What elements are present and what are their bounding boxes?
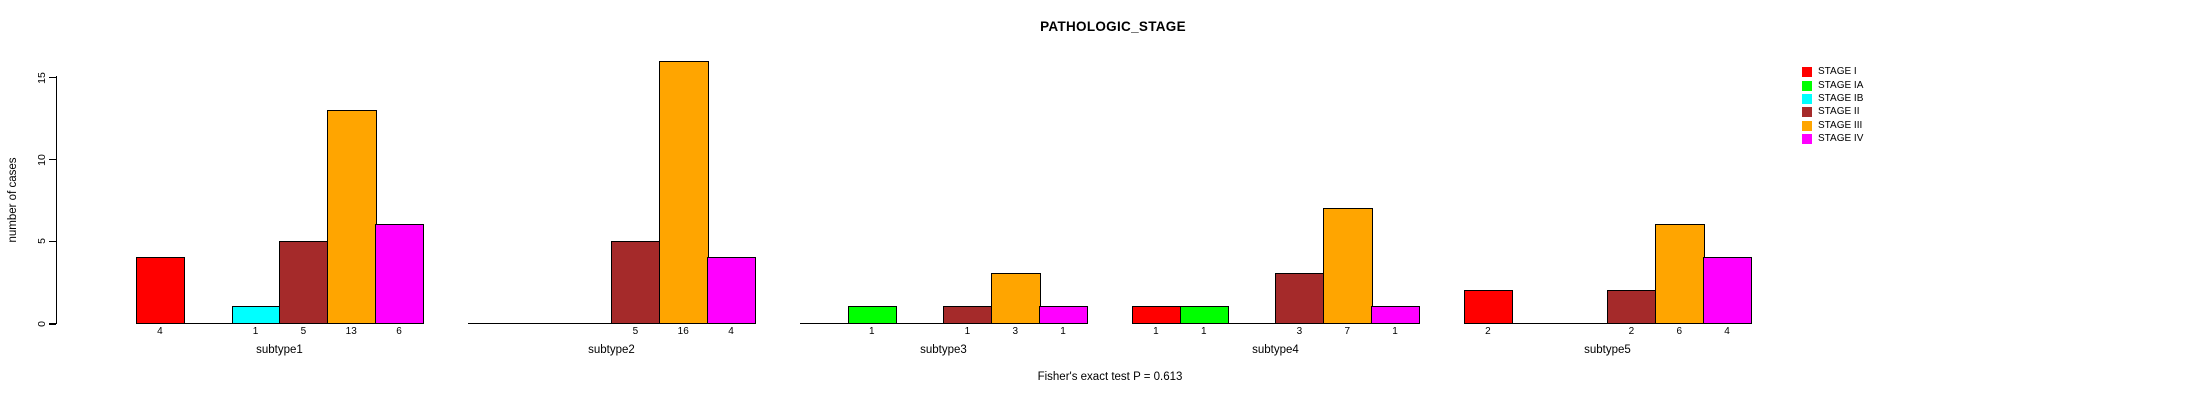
bar-value-label: 4 [728,325,734,337]
bar-subtype4-stage-iii [1323,208,1373,324]
bar-subtype1-stage-ii [279,241,329,324]
fisher-test-caption: Fisher's exact test P = 0.613 [1037,371,1183,383]
legend-swatch [1802,67,1812,78]
bar-subtype4-stage-iv [1371,306,1421,324]
y-axis-tick [48,323,56,325]
y-axis-tick-label: 10 [36,153,48,166]
bar-subtype5-stage-iv [1703,257,1753,324]
legend-swatch [1802,120,1812,131]
legend-item: STAGE III [1802,119,1882,134]
bar-value-label: 13 [345,325,357,337]
bar-subtype3-stage-ii [943,306,993,324]
legend-swatch [1802,80,1812,91]
panel-subtype5: 2 2 6 4 subtype5 [1464,0,1753,400]
y-axis-tick-label: 5 [36,238,48,245]
bar-value-label: 2 [1485,325,1491,337]
bar-value-label: 3 [1012,325,1019,337]
panel-subtype1: 4 1 5 13 6 subtype1 [136,0,425,400]
bar-value-label: 1 [1153,325,1159,337]
y-axis-tick [48,240,56,243]
bar-subtype4-stage-ii [1275,273,1325,324]
legend-label: STAGE IA [1818,79,1864,91]
bar-subtype3-stage-iii [991,273,1041,324]
bar-subtype5-stage-i [1464,290,1514,324]
x-axis-category-label: subtype3 [920,344,967,356]
bar-subtype2-stage-iii [659,61,709,324]
bar-value-label: 6 [396,325,402,337]
legend-item: STAGE I [1802,67,1882,80]
x-axis-category-label: subtype1 [256,344,303,356]
bar-subtype5-stage-ii [1607,290,1657,324]
bar-subtype1-stage-iv [375,224,425,324]
y-axis-line [55,76,57,324]
bar-subtype5-stage-iii [1655,224,1705,324]
y-axis-tick [48,76,56,79]
y-axis-tick-label: 0 [36,321,48,327]
legend-label: STAGE IB [1818,93,1864,104]
panel-subtype2: 5 16 4 subtype2 [468,0,757,400]
bar-subtype2-stage-ii [611,241,661,324]
bar-subtype3-stage-iv [1039,306,1089,324]
bar-subtype3-stage-ia [847,306,898,324]
legend-item: STAGE IA [1802,79,1882,94]
bar-subtype1-stage-iii [327,110,377,324]
legend-label: STAGE II [1818,106,1860,118]
panel-subtype4: 1 1 3 7 1 subtype4 [1132,0,1421,400]
bar-value-label: 4 [157,325,163,337]
chart-title: PATHOLOGIC_STAGE [1040,19,1186,34]
legend-item: STAGE IB [1802,94,1882,107]
bar-subtype1-stage-i [136,257,186,324]
bar-value-label: 1 [964,325,971,337]
legend-swatch [1802,94,1812,104]
legend-label: STAGE III [1818,119,1863,131]
y-axis-tick-label: 15 [36,71,48,84]
x-axis-category-label: subtype5 [1584,344,1631,356]
legend-label: STAGE I [1818,66,1857,78]
bar-value-label: 1 [252,325,259,337]
bar-value-label: 5 [632,325,639,337]
bar-value-label: 1 [1060,325,1066,337]
bar-subtype4-stage-ia [1179,306,1230,324]
bar-value-label: 3 [1296,325,1303,337]
legend-swatch [1802,134,1812,145]
bar-value-label: 2 [1628,325,1635,337]
bar-subtype1-stage-ib [231,306,281,324]
bar-subtype4-stage-i [1132,306,1182,324]
panel-subtype3: 1 1 3 1 subtype3 [800,0,1089,400]
legend-item: STAGE IV [1802,134,1882,147]
x-axis-category-label: subtype4 [1252,344,1299,356]
bar-subtype2-stage-iv [707,257,757,324]
bar-value-label: 1 [868,325,875,337]
bar-value-label: 4 [1724,325,1730,337]
bar-value-label: 5 [300,325,307,337]
x-axis-category-label: subtype2 [588,344,635,356]
legend-label: STAGE IV [1818,133,1864,145]
bar-value-label: 1 [1200,325,1207,337]
legend-item: STAGE II [1802,107,1882,120]
bar-value-label: 6 [1676,325,1683,337]
bar-value-label: 7 [1344,325,1351,337]
bar-value-label: 1 [1392,325,1398,337]
legend-swatch [1802,107,1812,118]
bar-value-label: 16 [677,325,689,337]
y-axis-label: number of cases [7,157,19,243]
y-axis-tick [48,158,56,161]
